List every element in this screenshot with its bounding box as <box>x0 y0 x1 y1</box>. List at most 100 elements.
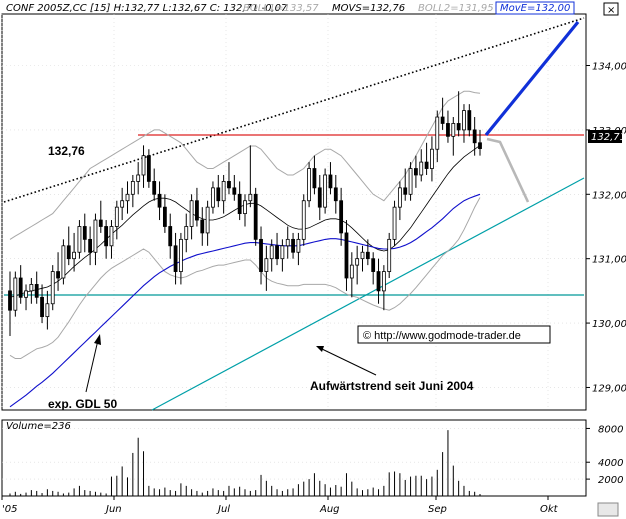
candle-body <box>424 161 429 169</box>
volume-tick-label: 2000 <box>598 475 623 486</box>
trend-arrowhead <box>316 346 324 352</box>
candle-body <box>312 168 317 189</box>
x-tick-label: Jun <box>104 504 122 515</box>
candle-body <box>18 277 23 298</box>
volume-bars <box>9 430 481 496</box>
candle-body <box>77 226 82 253</box>
candle-body <box>365 251 370 260</box>
candle-body <box>98 219 103 227</box>
candle-body <box>317 187 322 208</box>
candle-body <box>114 206 119 227</box>
y-tick-label: 134,00 <box>592 62 626 73</box>
candle-body <box>381 271 386 292</box>
candle-body <box>419 161 424 176</box>
ema-label: exp. GDL 50 <box>48 397 117 411</box>
candle-body <box>253 193 258 240</box>
candle-body <box>355 258 360 266</box>
candle-body <box>403 187 408 195</box>
x-tick-label: '05 <box>2 504 17 515</box>
candle-body <box>280 245 285 260</box>
candlesticks <box>8 91 482 336</box>
candle-body <box>248 193 253 202</box>
candle-body <box>179 238 183 272</box>
volume-tick-label: 8000 <box>598 424 623 435</box>
last-price-box <box>588 130 622 143</box>
candle-body <box>162 206 167 227</box>
candle-body <box>136 174 141 182</box>
candle-body <box>146 155 151 182</box>
candle-body <box>467 110 472 131</box>
candle-body <box>333 187 338 202</box>
ema-line <box>9 193 481 408</box>
candle-body <box>392 206 397 240</box>
candle-body <box>216 187 221 202</box>
candle-body <box>328 174 333 189</box>
candle-body <box>173 245 178 272</box>
trend-label: Aufwärtstrend seit Juni 2004 <box>310 379 474 393</box>
candle-body <box>88 238 93 253</box>
candle-body <box>221 181 226 202</box>
candle-body <box>360 251 365 260</box>
projection-down <box>486 137 530 203</box>
candle-body <box>82 226 87 240</box>
candle-body <box>8 290 12 311</box>
candle-body <box>130 181 135 195</box>
candle-body <box>237 193 242 215</box>
close-icon[interactable]: × <box>607 5 615 16</box>
window-control-box[interactable] <box>603 2 619 16</box>
candle-body <box>446 123 450 137</box>
candle-body <box>408 168 413 195</box>
candle-body <box>189 200 194 227</box>
candle-body <box>232 187 237 195</box>
candle-body <box>211 187 215 208</box>
candle-body <box>24 290 28 298</box>
uptrend-line <box>151 177 585 411</box>
candle-body <box>456 123 461 131</box>
x-tick-label: Aug <box>319 504 340 515</box>
grid-lines <box>1 14 586 410</box>
candle-body <box>440 116 445 124</box>
candle-body <box>291 238 295 253</box>
move-label-box <box>495 1 575 15</box>
ema-pointer-arrow <box>85 339 99 393</box>
candle-body <box>56 271 60 279</box>
candle-body <box>227 181 231 189</box>
candle-body <box>371 258 376 272</box>
candle-body <box>275 245 279 260</box>
volume-axis-labels: 8000 4000 2000 <box>2 424 623 486</box>
copyright-box <box>357 325 551 344</box>
candle-body <box>430 148 434 169</box>
candle-body <box>205 206 210 234</box>
candle-body <box>376 271 381 292</box>
candle-body <box>323 174 328 208</box>
candle-body <box>259 238 263 272</box>
candle-body <box>120 200 125 208</box>
ema-arrowhead <box>94 334 101 345</box>
candle-body <box>104 226 109 247</box>
header-boll2: BOLL2=131,95 <box>418 3 494 14</box>
candle-body <box>243 200 247 215</box>
candle-body <box>168 226 173 247</box>
upper-channel-line <box>3 17 585 203</box>
resize-icon[interactable] <box>597 502 619 517</box>
candle-body <box>93 219 98 253</box>
candle-body <box>200 219 205 234</box>
candle-body <box>451 123 456 137</box>
candle-body <box>478 142 482 149</box>
candle-body <box>184 226 189 240</box>
x-axis-labels: '05 Jun Jul Aug Sep Okt <box>1 496 559 515</box>
trend-pointer-arrow <box>321 348 377 376</box>
candle-body <box>387 238 392 272</box>
candle-body <box>462 110 466 131</box>
candle-body <box>13 277 18 311</box>
candle-body <box>296 238 301 253</box>
candle-body <box>50 271 55 305</box>
candle-body <box>72 251 76 260</box>
bollinger-upper-line <box>9 90 481 240</box>
x-tick-label: Sep <box>428 504 447 515</box>
projection-up <box>484 20 580 137</box>
candle-body <box>307 168 311 202</box>
candle-body <box>152 181 157 195</box>
candle-body <box>414 168 418 176</box>
